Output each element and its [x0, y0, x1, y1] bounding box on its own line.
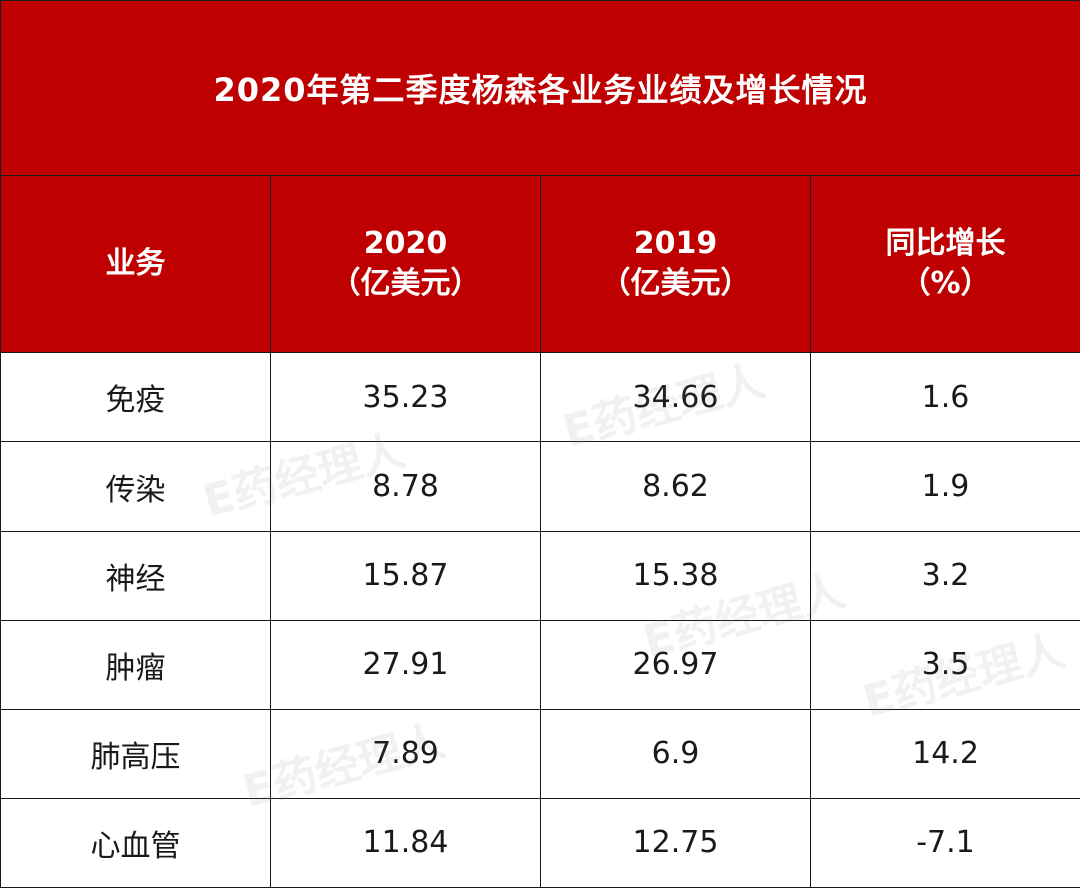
- header-growth-unit: （%）: [900, 266, 991, 302]
- table-row: 心血管 11.84 12.75 -7.1: [0, 797, 1080, 888]
- table-row: 肿瘤 27.91 26.97 3.5: [0, 619, 1080, 710]
- cell-growth: -7.1: [809, 797, 1080, 888]
- table-row: 肺高压 7.89 6.9 14.2: [0, 708, 1080, 799]
- cell-segment: 神经: [0, 530, 271, 621]
- header-segment-label: 业务: [105, 246, 166, 282]
- cell-segment: 心血管: [0, 797, 271, 888]
- header-2020-year: 2020: [363, 226, 448, 262]
- header-2019-year: 2019: [633, 226, 718, 262]
- cell-growth: 14.2: [809, 708, 1080, 799]
- cell-segment: 免疫: [0, 352, 271, 443]
- header-row: 业务 2020 （亿美元） 2019 （亿美元） 同比增长 （%）: [0, 175, 1080, 354]
- header-2020: 2020 （亿美元）: [270, 175, 541, 354]
- cell-2019: 26.97: [540, 619, 811, 710]
- cell-2020: 27.91: [270, 619, 541, 710]
- cell-2019: 6.9: [540, 708, 811, 799]
- title-row: 2020年第二季度杨森各业务业绩及增长情况: [0, 0, 1080, 177]
- cell-segment: 传染: [0, 441, 271, 532]
- cell-growth: 1.6: [809, 352, 1080, 443]
- header-2020-unit: （亿美元）: [330, 266, 481, 302]
- cell-2020: 15.87: [270, 530, 541, 621]
- table-row: 免疫 35.23 34.66 1.6: [0, 352, 1080, 443]
- table-row: 传染 8.78 8.62 1.9: [0, 441, 1080, 532]
- cell-2020: 11.84: [270, 797, 541, 888]
- header-2019-unit: （亿美元）: [600, 266, 751, 302]
- header-growth: 同比增长 （%）: [809, 175, 1080, 354]
- cell-segment: 肺高压: [0, 708, 271, 799]
- cell-2020: 35.23: [270, 352, 541, 443]
- table-title: 2020年第二季度杨森各业务业绩及增长情况: [0, 0, 1080, 177]
- cell-2019: 15.38: [540, 530, 811, 621]
- cell-2020: 7.89: [270, 708, 541, 799]
- header-growth-label: 同比增长: [885, 226, 1006, 262]
- cell-2019: 34.66: [540, 352, 811, 443]
- cell-2019: 12.75: [540, 797, 811, 888]
- cell-2020: 8.78: [270, 441, 541, 532]
- cell-2019: 8.62: [540, 441, 811, 532]
- cell-segment: 肿瘤: [0, 619, 271, 710]
- header-2019: 2019 （亿美元）: [540, 175, 811, 354]
- header-segment: 业务: [0, 175, 271, 354]
- cell-growth: 1.9: [809, 441, 1080, 532]
- table-row: 神经 15.87 15.38 3.2: [0, 530, 1080, 621]
- cell-growth: 3.2: [809, 530, 1080, 621]
- cell-growth: 3.5: [809, 619, 1080, 710]
